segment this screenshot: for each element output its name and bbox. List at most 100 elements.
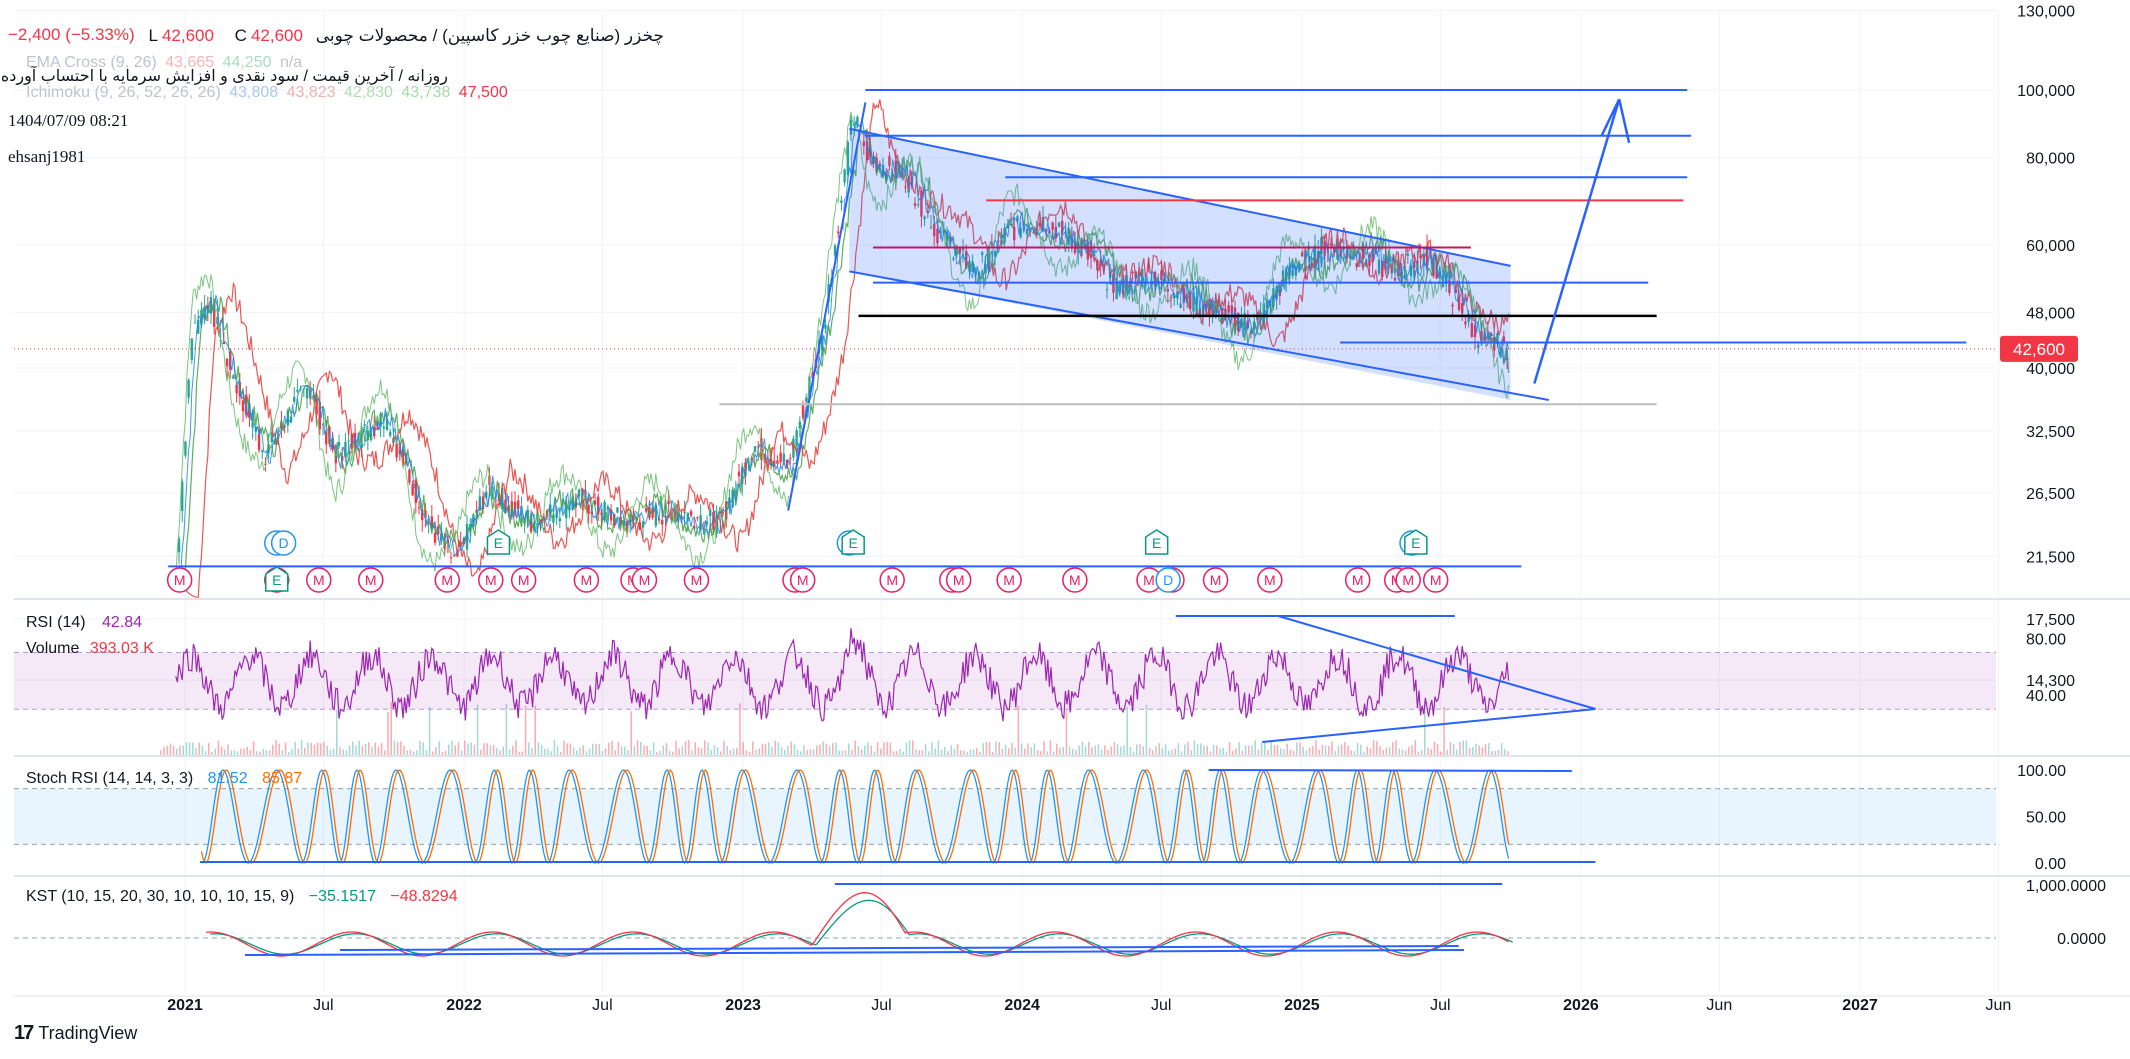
candle-body	[197, 320, 200, 334]
candle-body	[526, 509, 530, 520]
candle-body	[1393, 278, 1397, 281]
price-tick-label: 14,300	[2026, 673, 2075, 690]
volume-bar	[1209, 751, 1212, 755]
volume-bar	[700, 748, 703, 755]
volume-bar	[662, 745, 664, 755]
volume-bar	[1369, 748, 1372, 755]
symbol-title-row: چخزر (صنایع چوب خزر کاسپین) / محصولات چو…	[8, 26, 668, 46]
volume-bar	[819, 744, 821, 755]
ichimoku-lagging	[175, 111, 1510, 579]
volume-bar	[1244, 745, 1247, 755]
volume-bar	[976, 748, 978, 755]
volume-bar	[297, 748, 300, 755]
volume-bar	[192, 742, 194, 755]
price-tick-label: 100,000	[2017, 83, 2075, 100]
volume-bar	[934, 748, 936, 755]
candle-body	[1016, 216, 1019, 222]
candle-body	[280, 421, 283, 429]
candle-body	[369, 433, 373, 441]
volume-bar	[969, 749, 972, 755]
candle-body	[533, 522, 536, 532]
candle-body	[469, 524, 472, 531]
marker-m-22: M	[1344, 567, 1371, 593]
kst-signal-value: −48.8294	[390, 888, 458, 905]
candle-body	[1409, 265, 1413, 277]
candle-body	[1387, 259, 1390, 264]
candle-body	[603, 501, 606, 520]
projection-arrow	[1533, 98, 1621, 384]
volume-bar	[358, 740, 360, 755]
ichimoku-value-1: 43,808	[229, 84, 279, 101]
volume-bar	[1436, 744, 1439, 755]
candle-body	[1051, 222, 1054, 230]
arrow-head-right	[1617, 98, 1631, 144]
candle-body	[542, 528, 546, 530]
kst-drawing-bottom-2	[339, 945, 1459, 951]
marker-m-21-shape	[1257, 567, 1283, 593]
candle-body	[933, 224, 936, 237]
volume-bar	[1459, 742, 1461, 755]
volume-bar	[675, 740, 677, 755]
candle-body	[776, 460, 779, 464]
volume-bar	[556, 745, 559, 755]
candle-body	[936, 228, 939, 244]
candle-body	[795, 430, 798, 446]
candle-body	[1147, 264, 1150, 268]
volume-bar	[1408, 746, 1410, 755]
volume-bar	[723, 740, 725, 755]
price-tick-label: 60,000	[2026, 238, 2075, 255]
ema-label: EMA Cross (9, 26)	[26, 54, 157, 71]
candle-body	[385, 418, 389, 430]
volume-bar	[1020, 743, 1023, 755]
candle-body	[1025, 228, 1029, 235]
marker-d-3-letter: D	[1163, 572, 1173, 588]
volume-bar	[1065, 708, 1068, 755]
candle-body	[1374, 251, 1378, 254]
volume-bar	[470, 742, 472, 755]
volume-bar	[905, 742, 908, 755]
rsi-tick-label: 40.00	[2026, 688, 2066, 705]
rsi-title: RSI (14)	[26, 614, 86, 631]
candle-body	[981, 252, 984, 255]
volume-bar	[921, 750, 924, 755]
volume-bar	[1292, 750, 1295, 755]
volume-bar	[1388, 747, 1391, 755]
candle-body	[1496, 333, 1499, 345]
volume-bar	[1184, 744, 1186, 755]
candle-body	[1064, 231, 1067, 234]
marker-m-12-letter: M	[797, 572, 809, 588]
marker-e-0-shape	[264, 566, 289, 592]
kst-value: −35.1517	[308, 888, 376, 905]
volume-bar	[1276, 745, 1279, 755]
candle-body	[1502, 336, 1506, 344]
volume-bar	[288, 751, 290, 755]
symbol-title: چخزر (صنایع چوب خزر کاسپین) / محصولات چو…	[315, 26, 664, 45]
candle-body	[504, 499, 507, 513]
volume-bar	[1254, 740, 1256, 755]
candle-body	[318, 401, 322, 430]
volume-bar	[745, 750, 748, 755]
volume-bar	[1411, 745, 1413, 755]
candle-body	[1249, 331, 1253, 333]
volume-bar	[697, 747, 700, 755]
candle-body	[1118, 281, 1122, 293]
volume-bar	[1030, 747, 1032, 755]
volume-bar	[428, 706, 431, 755]
volume-bar	[268, 750, 271, 755]
volume-bar	[1401, 749, 1404, 755]
volume-bar	[643, 745, 645, 755]
candle-body	[382, 426, 386, 429]
candle-body	[1179, 303, 1182, 308]
marker-m-15-shape	[945, 567, 972, 593]
volume-bar	[457, 742, 460, 755]
volume-bar	[1497, 750, 1500, 755]
candle-body	[667, 500, 670, 505]
candle-body	[1454, 289, 1458, 294]
marker-m-2: M	[306, 567, 332, 593]
tradingview-footer[interactable]: 17 TradingView	[14, 1022, 137, 1045]
candle-body	[577, 489, 581, 497]
candle-body	[677, 512, 680, 521]
candle-body	[1473, 324, 1477, 338]
candle-body	[856, 116, 859, 126]
